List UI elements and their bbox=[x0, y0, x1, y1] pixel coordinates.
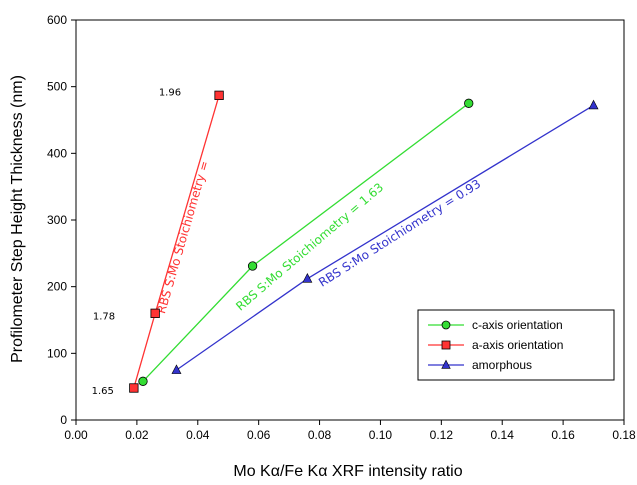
y-tick-label: 400 bbox=[47, 146, 67, 160]
legend-marker bbox=[441, 320, 451, 330]
stoichiometry-annotation: RBS S:Mo Stoichiometry = 0.93 bbox=[316, 177, 483, 290]
stoichiometry-annotation: RBS S:Mo Stoichiometry = bbox=[154, 159, 212, 315]
data-point bbox=[214, 90, 224, 100]
legend-marker bbox=[441, 359, 451, 369]
y-axis-ticks: 0 100 200 300 400 500 600 bbox=[47, 13, 76, 427]
x-tick-label: 0.10 bbox=[369, 428, 393, 442]
data-point bbox=[138, 376, 148, 386]
data-point bbox=[129, 383, 139, 393]
x-tick-label: 0.00 bbox=[64, 428, 88, 442]
x-tick-label: 0.06 bbox=[247, 428, 271, 442]
legend-label: c-axis orientation bbox=[472, 318, 563, 332]
data-point bbox=[464, 98, 474, 108]
data-point bbox=[247, 261, 258, 271]
legend-label: a-axis orientation bbox=[472, 338, 563, 352]
y-tick-label: 600 bbox=[47, 13, 67, 27]
x-tick-label: 0.16 bbox=[551, 428, 575, 442]
y-axis-title: Profilometer Step Height Thickness (nm) bbox=[9, 75, 26, 363]
annotations: RBS S:Mo Stoichiometry = RBS S:Mo Stoichi… bbox=[154, 159, 483, 315]
legend: c-axis orientation a-axis orientation amor… bbox=[417, 309, 615, 381]
series-markers bbox=[129, 90, 599, 393]
y-tick-label: 200 bbox=[47, 280, 67, 294]
y-tick-label: 500 bbox=[47, 80, 67, 94]
y-tick-label: 0 bbox=[60, 413, 67, 427]
x-axis-ticks: 0.00 0.02 0.04 0.06 0.08 0.10 0.12 0.14 0.16 0.18 bbox=[64, 420, 636, 442]
data-point bbox=[302, 273, 313, 283]
point-value-label: 1.65 bbox=[92, 386, 114, 397]
legend-marker bbox=[441, 340, 451, 350]
x-tick-label: 0.08 bbox=[308, 428, 332, 442]
y-tick-label: 100 bbox=[47, 346, 67, 360]
y-tick-label: 300 bbox=[47, 213, 67, 227]
data-point bbox=[588, 99, 599, 110]
x-axis-title: Mo Kα/Fe Kα XRF intensity ratio bbox=[233, 463, 462, 480]
data-point bbox=[171, 364, 182, 374]
data-point bbox=[150, 308, 160, 318]
point-labels: 1.96 1.78 1.65 bbox=[92, 87, 182, 397]
x-tick-label: 0.04 bbox=[186, 428, 210, 442]
legend-label: amorphous bbox=[472, 358, 532, 372]
x-tick-label: 0.02 bbox=[125, 428, 149, 442]
x-tick-label: 0.12 bbox=[430, 428, 454, 442]
point-value-label: 1.96 bbox=[159, 87, 181, 98]
point-value-label: 1.78 bbox=[93, 311, 115, 322]
x-tick-label: 0.14 bbox=[491, 428, 515, 442]
x-tick-label: 0.18 bbox=[612, 428, 636, 442]
